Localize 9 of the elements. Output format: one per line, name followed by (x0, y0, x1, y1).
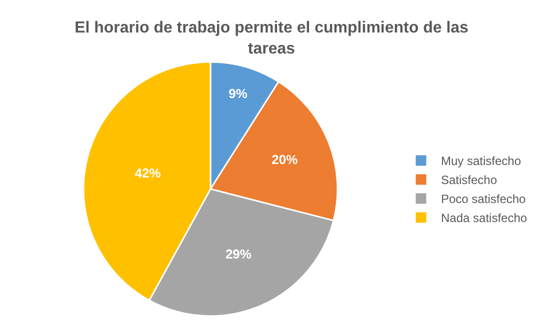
data-label: 9% (228, 86, 248, 102)
legend-label: Satisfecho (441, 173, 498, 188)
data-label: 20% (272, 152, 298, 168)
legend-label: Nada satisfecho (441, 211, 528, 226)
chart-title: El horario de trabajo permite el cumplimiento de las tareas (74, 20, 469, 58)
legend-label: Poco satisfecho (441, 192, 526, 206)
legend-label: Muy satisfecho (441, 154, 522, 168)
data-label: 42% (134, 165, 162, 180)
data-label: 29% (225, 246, 252, 262)
